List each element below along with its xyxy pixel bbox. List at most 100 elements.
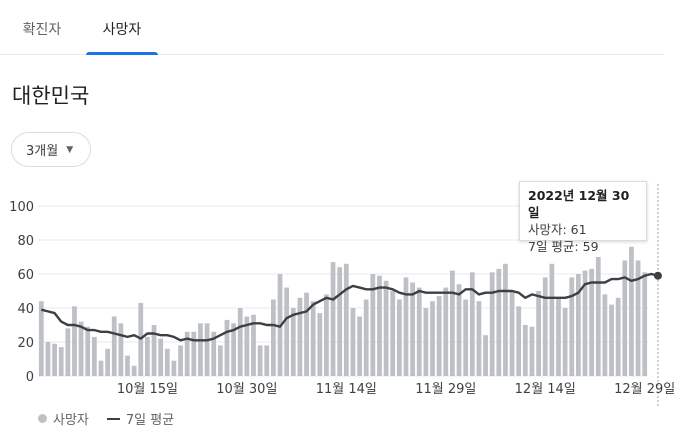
bar[interactable] [237, 308, 243, 376]
bar[interactable] [251, 314, 256, 376]
deaths-chart[interactable]: 0 20 40 60 80 100 10월 15일 10월 30일 11월 14일 11월 29일… [0, 180, 679, 410]
bar[interactable] [390, 291, 396, 376]
bar[interactable] [45, 342, 51, 376]
bar[interactable] [145, 336, 150, 376]
bar[interactable] [184, 331, 190, 376]
bar[interactable] [615, 297, 621, 376]
bar[interactable] [522, 325, 528, 376]
bar[interactable] [595, 257, 601, 376]
bar[interactable] [370, 274, 376, 376]
bar[interactable] [343, 263, 349, 376]
bar[interactable] [609, 304, 614, 376]
bar[interactable] [416, 287, 422, 376]
bar[interactable] [171, 360, 177, 376]
tab-deaths[interactable]: 사망자 [86, 0, 158, 55]
bar[interactable] [38, 301, 44, 376]
bar[interactable] [72, 306, 77, 376]
bar[interactable] [191, 331, 197, 376]
bar[interactable] [204, 323, 210, 376]
bar[interactable] [270, 299, 276, 377]
tab-deaths-label: 사망자 [102, 22, 142, 38]
bar[interactable] [111, 316, 117, 377]
bar[interactable] [178, 345, 183, 376]
bar[interactable] [131, 365, 137, 376]
bar[interactable] [456, 284, 462, 376]
bar[interactable] [516, 306, 522, 376]
bar[interactable] [85, 326, 91, 376]
bar[interactable] [65, 328, 71, 376]
bar[interactable] [503, 263, 508, 376]
bar[interactable] [317, 313, 323, 376]
bar[interactable] [509, 291, 515, 376]
y-tick-label: 60 [17, 268, 34, 283]
bar[interactable] [284, 287, 290, 376]
bar[interactable] [118, 323, 124, 376]
bar[interactable] [350, 308, 356, 376]
bar[interactable] [622, 260, 628, 376]
bar[interactable] [98, 360, 104, 376]
bar[interactable] [549, 263, 555, 376]
bar[interactable] [483, 335, 488, 376]
bar[interactable] [310, 301, 316, 376]
bar[interactable] [58, 347, 64, 376]
bar[interactable] [125, 355, 130, 376]
bar[interactable] [396, 299, 402, 377]
bar[interactable] [52, 343, 57, 376]
bar[interactable] [476, 301, 482, 376]
bar[interactable] [105, 348, 111, 376]
bar[interactable] [151, 325, 157, 376]
bar[interactable] [198, 323, 203, 376]
bar[interactable] [231, 323, 236, 376]
bar[interactable] [244, 316, 250, 377]
bar[interactable] [629, 246, 634, 376]
legend-line-label: 7일 평균 [125, 413, 175, 428]
range-dropdown[interactable]: 3개월 ▼ [11, 132, 91, 167]
bar[interactable] [469, 272, 475, 376]
bar[interactable] [542, 277, 548, 376]
bar[interactable] [430, 301, 435, 376]
bar[interactable] [158, 338, 164, 376]
x-tick-label: 12월 14일 [515, 382, 576, 397]
bar[interactable] [569, 277, 575, 376]
bar[interactable] [635, 260, 641, 376]
bar[interactable] [536, 291, 541, 376]
bar[interactable] [383, 280, 389, 376]
bar[interactable] [297, 297, 303, 376]
bar[interactable] [78, 321, 84, 376]
bar[interactable] [357, 316, 362, 377]
bar[interactable] [556, 297, 561, 376]
bar[interactable] [463, 299, 469, 377]
bar[interactable] [450, 270, 455, 376]
bar[interactable] [436, 296, 442, 376]
bar[interactable] [330, 262, 336, 376]
bar[interactable] [529, 326, 535, 376]
bar[interactable] [211, 331, 217, 376]
bar[interactable] [217, 345, 223, 376]
bar[interactable] [264, 345, 270, 376]
bar[interactable] [363, 299, 369, 377]
bar[interactable] [403, 277, 409, 376]
bar[interactable] [304, 292, 309, 376]
bar[interactable] [337, 267, 343, 376]
bar[interactable] [562, 308, 568, 376]
bar[interactable] [290, 308, 296, 376]
bar[interactable] [91, 336, 97, 376]
bar[interactable] [224, 319, 230, 376]
bar[interactable] [589, 268, 595, 376]
bar[interactable] [575, 274, 581, 376]
bar[interactable] [377, 275, 382, 376]
bar[interactable] [164, 348, 170, 376]
tab-confirmed[interactable]: 확진자 [22, 22, 62, 38]
bar[interactable] [257, 345, 263, 376]
bar[interactable] [443, 287, 449, 376]
bar[interactable] [489, 272, 495, 376]
bar[interactable] [496, 268, 502, 376]
bar[interactable] [324, 294, 329, 376]
bar[interactable] [410, 282, 416, 377]
bar[interactable] [642, 272, 648, 376]
bar[interactable] [423, 308, 429, 376]
x-tick-label: 11월 29일 [415, 382, 476, 397]
caret-down-icon: ▼ [66, 144, 74, 155]
bar[interactable] [582, 270, 588, 376]
bar[interactable] [602, 294, 608, 376]
